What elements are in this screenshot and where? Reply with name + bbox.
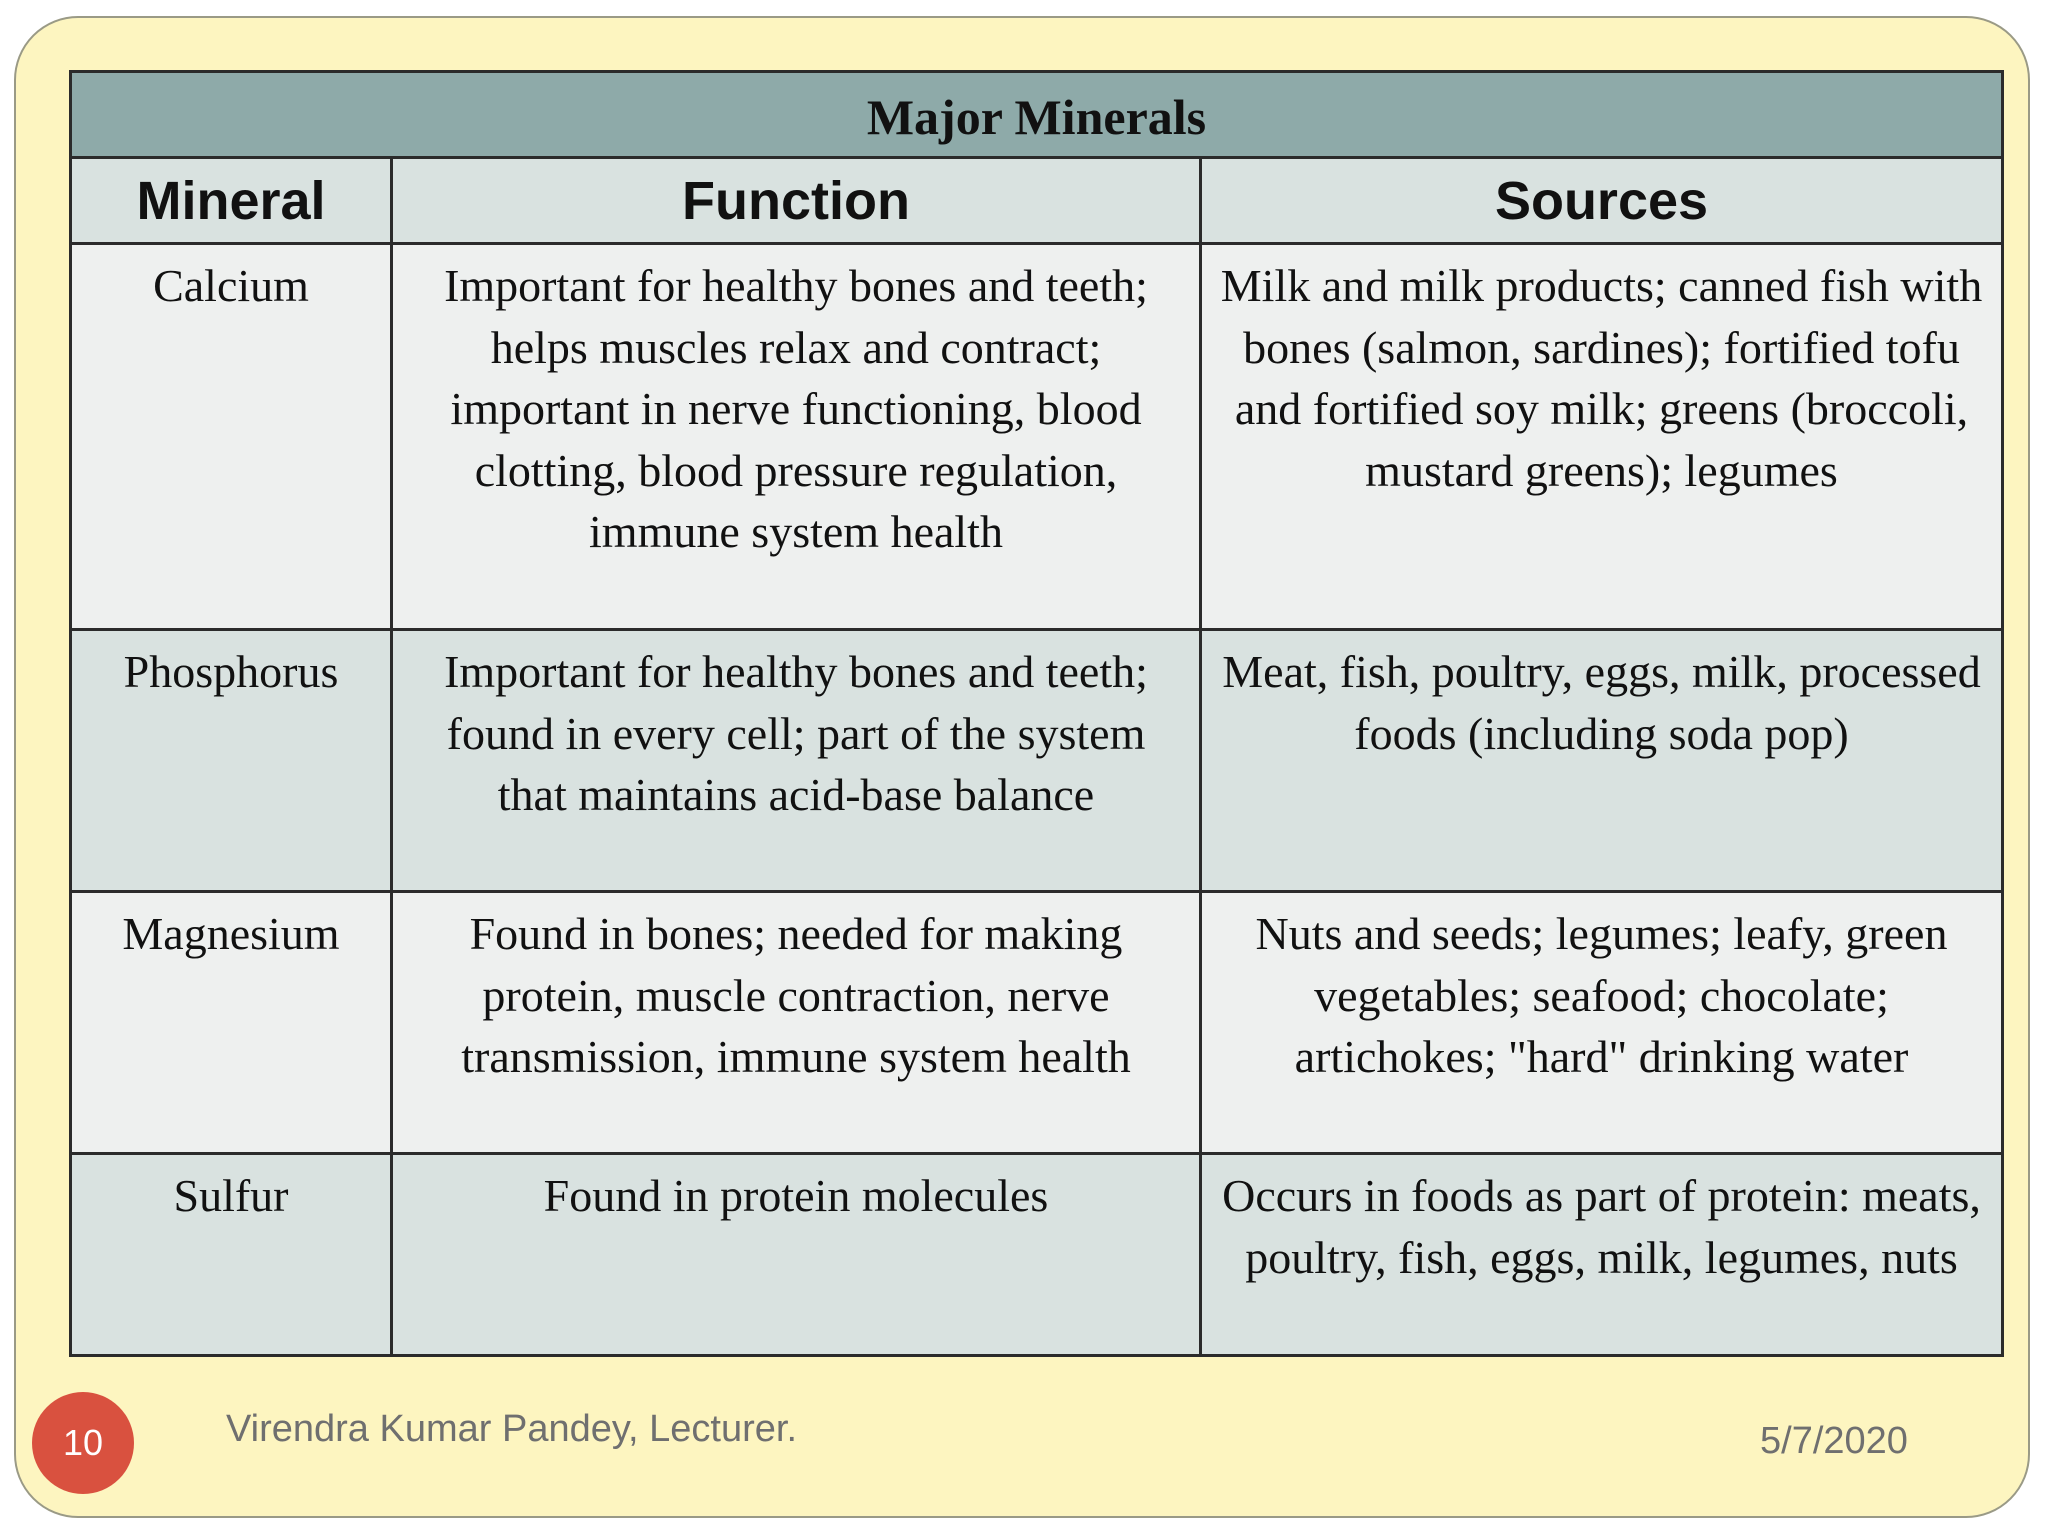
mineral-cell: Sulfur	[69, 1152, 393, 1357]
sources-cell: Meat, fish, poultry, eggs, milk, process…	[1199, 628, 2004, 893]
column-header-sources: Sources	[1199, 156, 2004, 245]
column-header-mineral: Mineral	[69, 156, 393, 245]
function-cell: Important for healthy bones and teeth; f…	[390, 628, 1202, 893]
footer-date: 5/7/2020	[1760, 1420, 1908, 1462]
function-cell: Important for healthy bones and teeth; h…	[390, 242, 1202, 631]
sources-cell: Nuts and seeds; legumes; leafy, green ve…	[1199, 890, 2004, 1155]
slide-number-badge: 10	[32, 1392, 134, 1494]
footer-author: Virendra Kumar Pandey, Lecturer.	[226, 1408, 798, 1450]
minerals-table-container: Major Minerals Mineral Function Sources …	[69, 70, 2004, 1357]
table-row: Sulfur Found in protein molecules Occurs…	[69, 1152, 2004, 1357]
major-minerals-table: Major Minerals Mineral Function Sources …	[69, 70, 2004, 1357]
function-cell: Found in bones; needed for making protei…	[390, 890, 1202, 1155]
mineral-cell: Phosphorus	[69, 628, 393, 893]
function-cell: Found in protein molecules	[390, 1152, 1202, 1357]
sources-cell: Occurs in foods as part of protein: meat…	[1199, 1152, 2004, 1357]
column-header-function: Function	[390, 156, 1202, 245]
table-row: Phosphorus Important for healthy bones a…	[69, 628, 2004, 893]
table-row: Magnesium Found in bones; needed for mak…	[69, 890, 2004, 1155]
table-row: Calcium Important for healthy bones and …	[69, 242, 2004, 631]
mineral-cell: Magnesium	[69, 890, 393, 1155]
table-header-row: Mineral Function Sources	[69, 156, 2004, 245]
mineral-cell: Calcium	[69, 242, 393, 631]
table-caption-row: Major Minerals	[69, 70, 2004, 159]
table-caption: Major Minerals	[69, 70, 2004, 159]
sources-cell: Milk and milk products; canned fish with…	[1199, 242, 2004, 631]
slide: Major Minerals Mineral Function Sources …	[14, 16, 2030, 1518]
